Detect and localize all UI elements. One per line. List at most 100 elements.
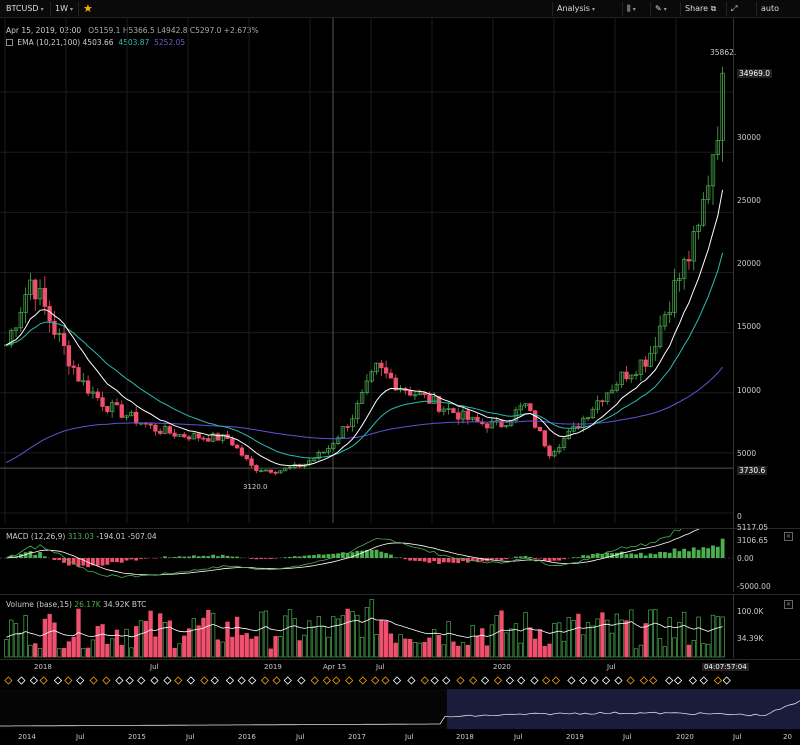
macd-histogram-bar [71,558,76,565]
analysis-button[interactable]: Analysis ▾ [552,2,599,16]
candle-body [388,372,394,379]
macd-histogram-bar [475,558,480,562]
event-marker-icon [89,676,98,685]
macd-histogram-bar [225,555,230,558]
candle-body [369,371,374,382]
macd-histogram-bar [576,557,581,558]
candle-body [470,416,475,420]
price-chart[interactable] [0,18,733,523]
candle-body [595,400,600,410]
event-markers[interactable] [0,676,800,688]
macd-histogram-bar [326,554,331,558]
candle-body [52,320,57,335]
share-button[interactable]: Share ⧉ [680,2,720,16]
candle-body [379,362,384,369]
volume-chart[interactable] [0,595,733,658]
candle-body [537,426,543,432]
macd-axis[interactable] [733,529,800,592]
macd-histogram-bar [220,554,225,558]
candle-body [408,390,413,396]
navigator-label: Jul [76,733,85,741]
symbol-selector[interactable]: BTCUSD ▾ [2,2,48,16]
macd-histogram-bar [38,551,42,558]
candle-body [393,377,398,391]
macd-histogram-bar [139,558,143,559]
candle-body [355,403,360,420]
volume-bar [489,624,495,658]
volume-bar [417,642,422,658]
volume-bar [263,610,269,658]
draw-button[interactable]: ✎ ▾ [650,2,671,16]
volume-bar [4,639,9,658]
event-marker-icon [480,676,490,685]
event-marker-icon [456,676,465,685]
candle-body [585,417,591,420]
volume-bar [383,621,389,658]
volume-bar [9,619,14,658]
event-marker-icon [713,676,723,685]
macd-histogram-bar [115,558,119,563]
candle-body [273,471,278,474]
macd-histogram-bar [91,558,95,566]
interval-selector[interactable]: 1W ▾ [50,2,77,16]
candle-body [648,352,653,367]
pane-divider[interactable] [0,528,800,529]
macd-histogram-bar [191,555,196,558]
volume-bar [143,620,148,658]
chart-type-button[interactable]: ⫼ ▾ [622,2,640,16]
candle-body [686,259,692,262]
candle-body [124,415,129,418]
volume-bar [403,638,408,658]
scale-mode-label: auto [761,4,780,13]
volume-bar [129,647,134,658]
candle-body [475,416,480,423]
volume-axis[interactable] [733,595,800,658]
volume-bar [138,620,144,658]
macd-value-2: -194.01 [96,532,126,541]
candle-body [244,454,249,460]
macd-histogram-bar [696,549,701,558]
volume-bar [629,609,634,658]
navigator-label: Jul [296,733,305,741]
scale-mode-button[interactable]: auto [756,2,783,16]
candle-body [259,470,264,473]
volume-bar [681,611,687,658]
macd-histogram-bar [95,558,100,566]
candle-body [552,451,557,457]
macd-histogram-bar [629,553,634,558]
analysis-label: Analysis [557,4,590,13]
event-marker-icon [332,676,341,685]
candle-body [76,367,81,382]
macd-histogram-bar [677,551,682,558]
volume-bar [311,626,317,658]
candle-body [624,371,629,380]
candle-body [653,346,658,354]
toolbar: BTCUSD ▾ 1W ▾ ★ Analysis ▾ ⫼ ▾ ✎ ▾ Share ⧉ ⤢ … [0,0,800,18]
macd-histogram-bar [268,558,273,559]
favorite-button[interactable]: ★ [78,2,97,16]
macd-histogram-bar [206,556,211,558]
volume-bar [355,614,360,658]
candle-body [47,306,52,322]
navigator[interactable] [0,689,800,729]
candle-body [662,314,668,327]
legend-date: Apr 15, 2019, 02:00 [6,26,82,35]
pane-divider[interactable] [0,594,800,595]
macd-chart[interactable] [0,529,733,592]
volume-bar [532,638,538,658]
close-icon[interactable]: ✕ [784,600,793,609]
close-icon[interactable]: ✕ [784,532,793,541]
price-tick: 30000 [737,133,761,142]
candle-body [134,411,139,424]
macd-histogram-bar [643,555,648,558]
candle-body [446,408,451,410]
event-marker-icon [76,676,85,685]
candle-body [119,404,124,418]
price-axis[interactable] [733,18,800,528]
macd-histogram-bar [499,558,504,561]
volume-tick: 34.39K [737,634,764,643]
checkbox-icon[interactable] [6,39,13,46]
fullscreen-button[interactable]: ⤢ [726,2,741,16]
ema-name: EMA (10,21,100) [17,38,81,47]
navigator-label: 2016 [238,733,256,741]
